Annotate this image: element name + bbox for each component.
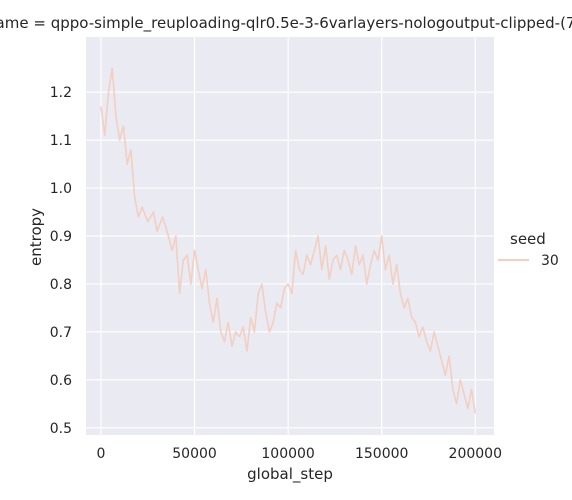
y-axis-label: entropy xyxy=(27,208,45,266)
x-tick-label: 200000 xyxy=(449,446,502,462)
x-tick-labels: 0 50000 100000 150000 200000 xyxy=(97,446,502,462)
series-line-seed-30 xyxy=(100,67,477,414)
legend-title: seed xyxy=(510,230,546,248)
x-axis-label: global_step xyxy=(247,465,333,484)
chart-title: name = qppo-simple_reuploading-qlr0.5e-3… xyxy=(0,14,572,33)
y-tick-label: 0.6 xyxy=(50,373,72,389)
y-tick-label: 1.1 xyxy=(50,133,72,149)
y-tick-label: 0.8 xyxy=(50,277,72,293)
y-tick-label: 0.7 xyxy=(50,325,72,341)
y-tick-label: 1.2 xyxy=(50,85,72,101)
x-tick-label: 100000 xyxy=(261,446,314,462)
y-tick-label: 0.5 xyxy=(50,421,72,437)
grid-lines xyxy=(86,37,494,435)
legend-label-seed-30: 30 xyxy=(541,253,559,269)
x-tick-label: 150000 xyxy=(355,446,408,462)
x-tick-label: 0 xyxy=(97,446,106,462)
y-tick-label: 0.9 xyxy=(50,229,72,245)
series-layer xyxy=(100,67,477,414)
y-tick-label: 1.0 xyxy=(50,181,72,197)
legend: seed 30 xyxy=(498,230,559,269)
y-tick-labels: 0.5 0.6 0.7 0.8 0.9 1.0 1.1 1.2 xyxy=(50,85,72,437)
x-tick-label: 50000 xyxy=(172,446,217,462)
